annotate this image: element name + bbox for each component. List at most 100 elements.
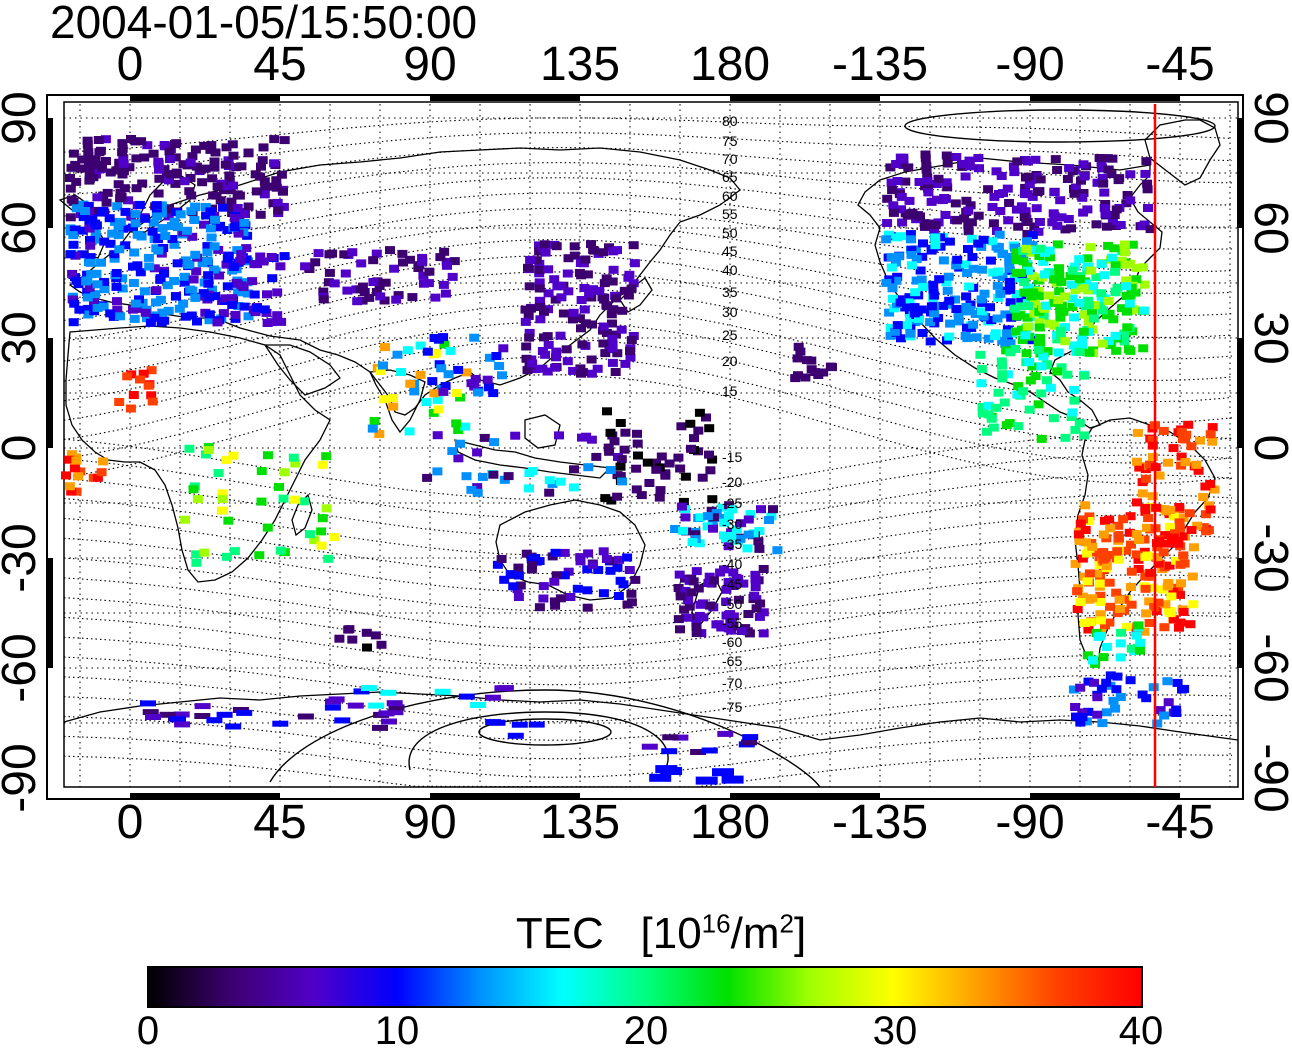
tec-cell [1159, 623, 1170, 632]
tec-cell [1017, 325, 1028, 334]
tec-cell [71, 456, 82, 465]
tec-cell [1083, 707, 1094, 716]
tec-cell [339, 250, 350, 259]
tec-cell [575, 557, 586, 566]
tec-cell [298, 497, 309, 506]
tec-cell [902, 321, 912, 330]
tec-cell [1095, 591, 1106, 600]
contour-label: -65 [722, 653, 742, 669]
tec-cell [1096, 289, 1107, 298]
tec-cell [756, 505, 766, 514]
tec-cell [1103, 165, 1114, 174]
tec-cell [1143, 514, 1154, 523]
contour-line [63, 594, 1233, 649]
tec-cell [1078, 327, 1089, 336]
tec-cell [1115, 639, 1126, 648]
tec-cell [129, 248, 140, 257]
tec-cell [241, 244, 252, 253]
tec-cell [405, 255, 415, 264]
tec-cell [1140, 474, 1151, 483]
tec-cell [594, 286, 605, 295]
tec-cell [429, 334, 440, 342]
tec-cell [249, 260, 260, 269]
tec-cell [818, 368, 829, 377]
tec-cell [217, 495, 228, 504]
tec-cell [903, 163, 914, 172]
tec-cell [112, 305, 123, 314]
tec-cell [625, 347, 635, 355]
tec-cell [988, 268, 999, 277]
tec-cell [171, 170, 182, 179]
tec-cell [731, 573, 742, 582]
tec-cell [1163, 458, 1173, 467]
tec-cell [539, 333, 549, 342]
tec-cell [881, 278, 892, 287]
tec-cell [912, 307, 923, 316]
tec-cell [584, 289, 595, 298]
tec-cell [607, 319, 617, 328]
tec-cell [929, 309, 940, 318]
coastline-eurasia [68, 147, 741, 416]
tec-cell [941, 178, 952, 187]
tec-cell [215, 196, 226, 205]
tec-cell [1060, 292, 1071, 301]
tec-cell [686, 588, 697, 597]
tec-cell [145, 714, 161, 720]
tec-cell [975, 350, 986, 359]
tec-cell [1098, 548, 1109, 557]
tec-cell [1166, 592, 1177, 601]
contour-line [63, 374, 1233, 484]
tec-cell [1052, 221, 1063, 230]
tec-cell [200, 203, 211, 211]
tec-cell [272, 198, 283, 207]
tec-cell [619, 286, 630, 295]
tec-cell [753, 537, 764, 546]
tec-cell [1081, 717, 1092, 726]
tec-cell [993, 244, 1004, 253]
tec-cell [884, 230, 894, 239]
tec-cell [884, 308, 895, 317]
tec-cell [723, 623, 734, 632]
tec-cell [802, 356, 813, 365]
tec-cell [1018, 257, 1029, 266]
tec-cell [372, 724, 388, 731]
tec-cell [750, 583, 761, 592]
tec-cell [1018, 387, 1029, 396]
tec-cell [469, 333, 480, 342]
tec-cell [290, 459, 301, 468]
tec-cell [994, 230, 1005, 239]
tec-cell [723, 578, 734, 586]
tec-cell [526, 304, 536, 313]
tec-cell [132, 230, 143, 239]
tec-cell [1098, 653, 1109, 662]
tec-cell [550, 548, 561, 557]
tec-cell [388, 704, 405, 711]
lon-tick-bottom-45: 45 [253, 796, 307, 849]
tec-cell [598, 248, 609, 257]
tec-cell [125, 404, 136, 413]
tec-cell [447, 272, 458, 281]
tec-cell [632, 439, 643, 448]
tec-cell [1005, 285, 1016, 294]
tec-cell [78, 213, 89, 222]
tec-cell [551, 347, 562, 356]
tec-cell [953, 317, 964, 326]
tec-cell [153, 189, 164, 198]
tec-cell [568, 308, 579, 317]
tec-cell [266, 253, 277, 261]
tec-cell [520, 305, 531, 314]
tec-cell [119, 184, 130, 193]
tec-cell [607, 334, 618, 343]
tec-cell [507, 732, 524, 739]
tec-cell [598, 589, 609, 598]
tec-cell [887, 186, 898, 195]
tec-cell [96, 258, 106, 267]
tec-cell [71, 276, 82, 285]
tec-cell [232, 190, 243, 199]
tec-cell [938, 301, 948, 310]
tec-cell [115, 217, 126, 226]
tec-cell [606, 496, 617, 505]
tec-cell [352, 297, 363, 306]
tec-cell [1069, 385, 1080, 394]
tec-cell [628, 241, 639, 250]
